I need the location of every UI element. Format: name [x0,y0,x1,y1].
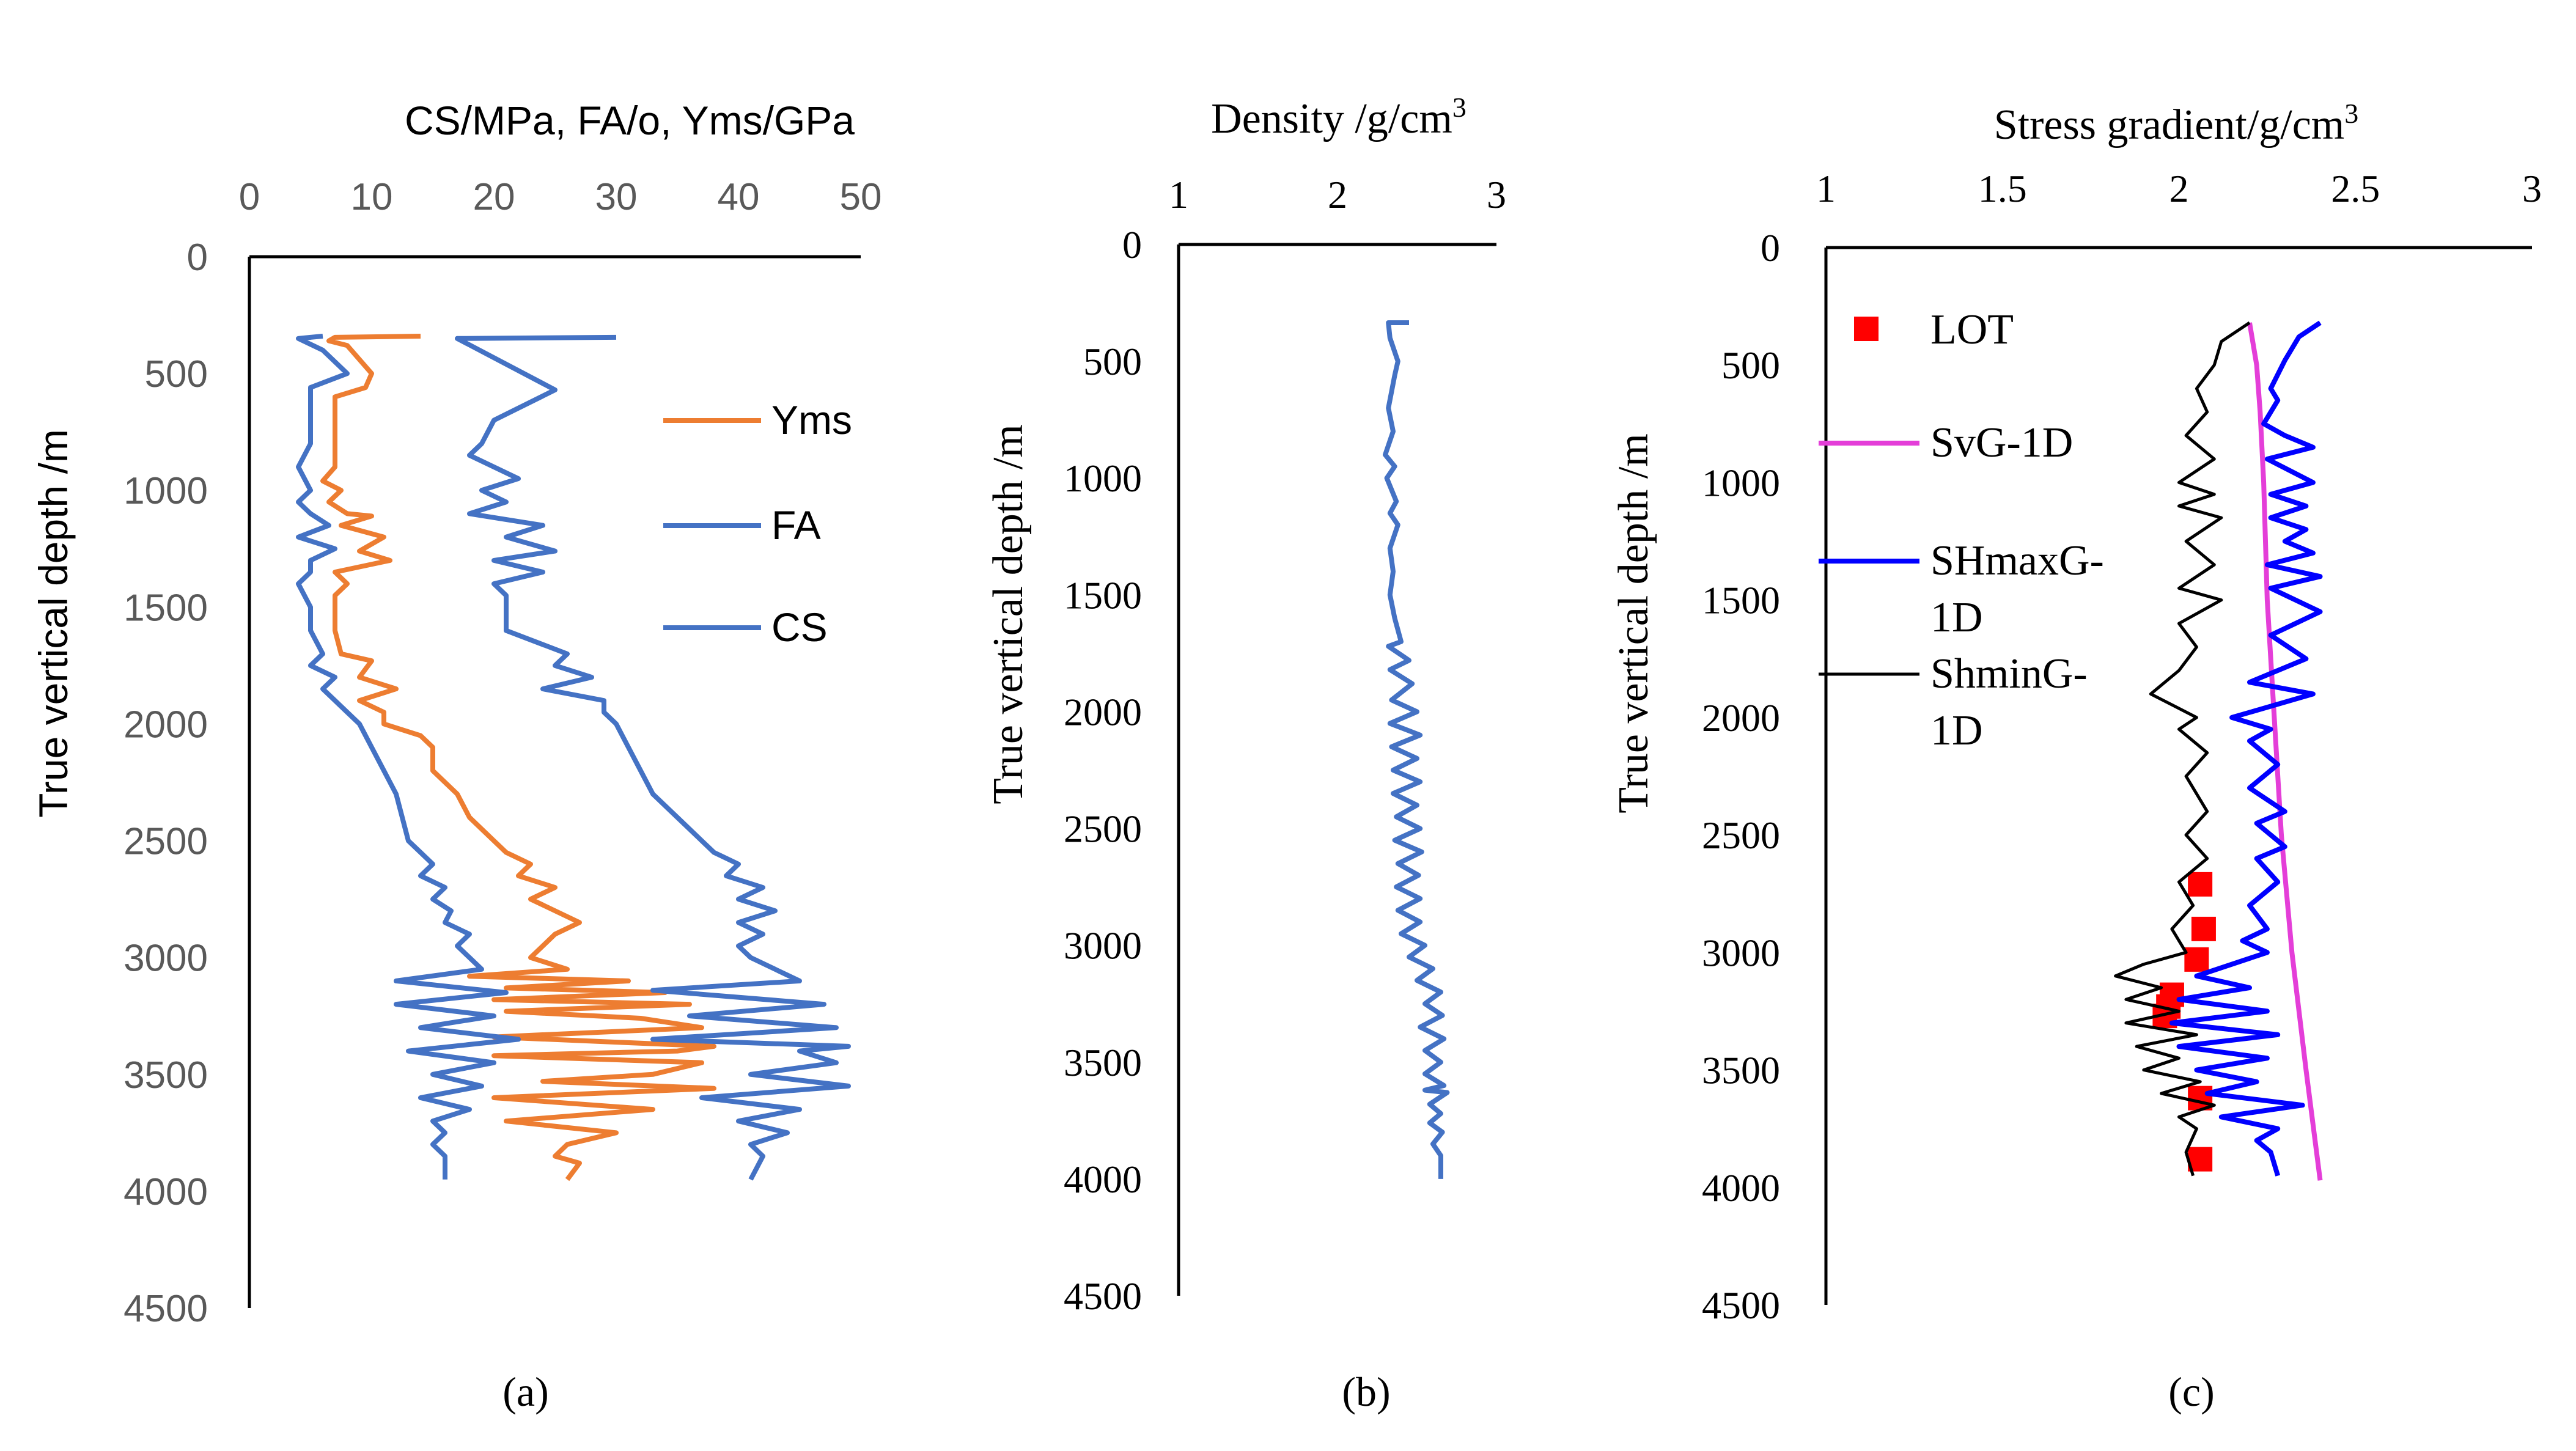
legend-yms-label: Yms [771,397,852,443]
panel-c-label: (c) [2168,1368,2214,1415]
x-tick-label: 30 [595,176,638,218]
y-tick-label: 4000 [1702,1166,1780,1210]
x-tick-label: 50 [840,176,882,218]
lot-marker [2191,916,2216,941]
panel-b-label: (b) [1342,1368,1390,1415]
lot-marker [2184,947,2209,972]
panel-a-x-axis-title: CS/MPa, FA/o, Yms/GPa [405,98,855,143]
y-tick-label: 2000 [123,703,208,746]
y-tick-label: 0 [187,237,208,279]
series-svg-1d-line [2247,322,2323,1181]
y-tick-label: 3000 [1064,924,1142,968]
y-tick-label: 2000 [1702,696,1780,740]
y-tick-label: 2500 [1064,807,1142,851]
y-tick-label: 3500 [1064,1041,1142,1084]
series-shmaxg-1d-line [2169,320,2323,1177]
y-tick-label: 3000 [123,938,208,980]
series-density-line [1383,320,1450,1179]
x-tick-label: 1 [1169,173,1188,216]
lot-marker [2188,872,2213,897]
series-shming-1d-line [2114,321,2251,1177]
y-tick-label: 4500 [123,1288,208,1330]
y-tick-label: 1000 [123,470,208,512]
legend-cs-label: CS [771,604,828,650]
y-tick-label: 4000 [1064,1158,1142,1201]
panel-a-chart: 0 10 20 30 40 5005001000150020002500300035004… [31,98,881,1330]
y-tick-label: 1500 [1702,579,1780,622]
y-tick-label: 1500 [1064,573,1142,617]
panel-a-label: (a) [502,1368,548,1415]
legend-lot-marker [1854,317,1879,341]
panel-a-legend: Yms FA CS [663,397,852,650]
x-tick-label: 2 [2169,167,2189,210]
y-tick-label: 2500 [1702,814,1780,857]
legend-lot-label: LOT [1930,306,2014,353]
panel-b-y-axis-title: True vertical depth /m [985,424,1032,804]
legend-shmax-label-2: 1D [1930,594,1983,641]
y-tick-label: 4500 [1702,1284,1780,1327]
x-tick-label: 3 [1487,173,1506,216]
y-tick-label: 4500 [1064,1274,1142,1318]
x-tick-label: 2.5 [2331,167,2380,210]
panel-c-legend: LOT SvG-1D SHmaxG- 1D ShminG- 1D [1819,306,2104,754]
panel-c-y-axis-title: True vertical depth /m [1610,433,1657,813]
y-tick-label: 4000 [123,1171,208,1213]
panel-a-y-axis-title: True vertical depth /m [31,429,76,818]
y-tick-label: 3000 [1702,931,1780,974]
x-tick-label: 40 [718,176,760,218]
y-tick-label: 3500 [1702,1049,1780,1092]
panel-b-chart: 1 2 3 0 500 1000 1500 2000 2500 3000 3500 4000 4500 D… [985,92,1506,1318]
y-tick-label: 2000 [1064,690,1142,733]
panel-c-chart: 1 1.5 2 2.5 3 0 500 1000 1500 2000 2500 3000 3500 400… [1610,98,2542,1327]
y-tick-label: 500 [1083,340,1142,383]
legend-shmin-label-2: 1D [1930,707,1983,754]
y-tick-label: 1000 [1064,457,1142,500]
panel-b-x-axis-title: Density /g/cm3 [1211,92,1466,142]
x-tick-label: 1.5 [1978,167,2027,210]
x-tick-label: 2 [1328,173,1347,216]
series-cs-line [296,334,521,1180]
panel-c-x-axis-title: Stress gradient/g/cm3 [1994,98,2359,149]
x-tick-label: 3 [2522,167,2542,210]
y-tick-label: 2500 [123,821,208,863]
legend-shmax-label-1: SHmaxG- [1930,537,2104,584]
x-tick-label: 0 [239,176,260,218]
y-tick-label: 3500 [123,1054,208,1097]
y-tick-label: 500 [1721,343,1780,387]
y-tick-label: 1000 [1702,461,1780,504]
y-tick-label: 1500 [123,587,208,629]
legend-shmin-label-1: ShminG- [1930,650,2088,697]
legend-svg-label: SvG-1D [1930,419,2073,466]
x-tick-label: 1 [1816,167,1836,210]
y-tick-label: 0 [1761,226,1780,270]
x-tick-label: 10 [351,176,393,218]
series-yms-line [320,334,716,1181]
series-fa-line [455,334,851,1181]
y-tick-label: 0 [1122,223,1142,266]
legend-fa-label: FA [771,502,821,548]
x-tick-label: 20 [473,176,515,218]
y-tick-label: 500 [145,353,208,395]
